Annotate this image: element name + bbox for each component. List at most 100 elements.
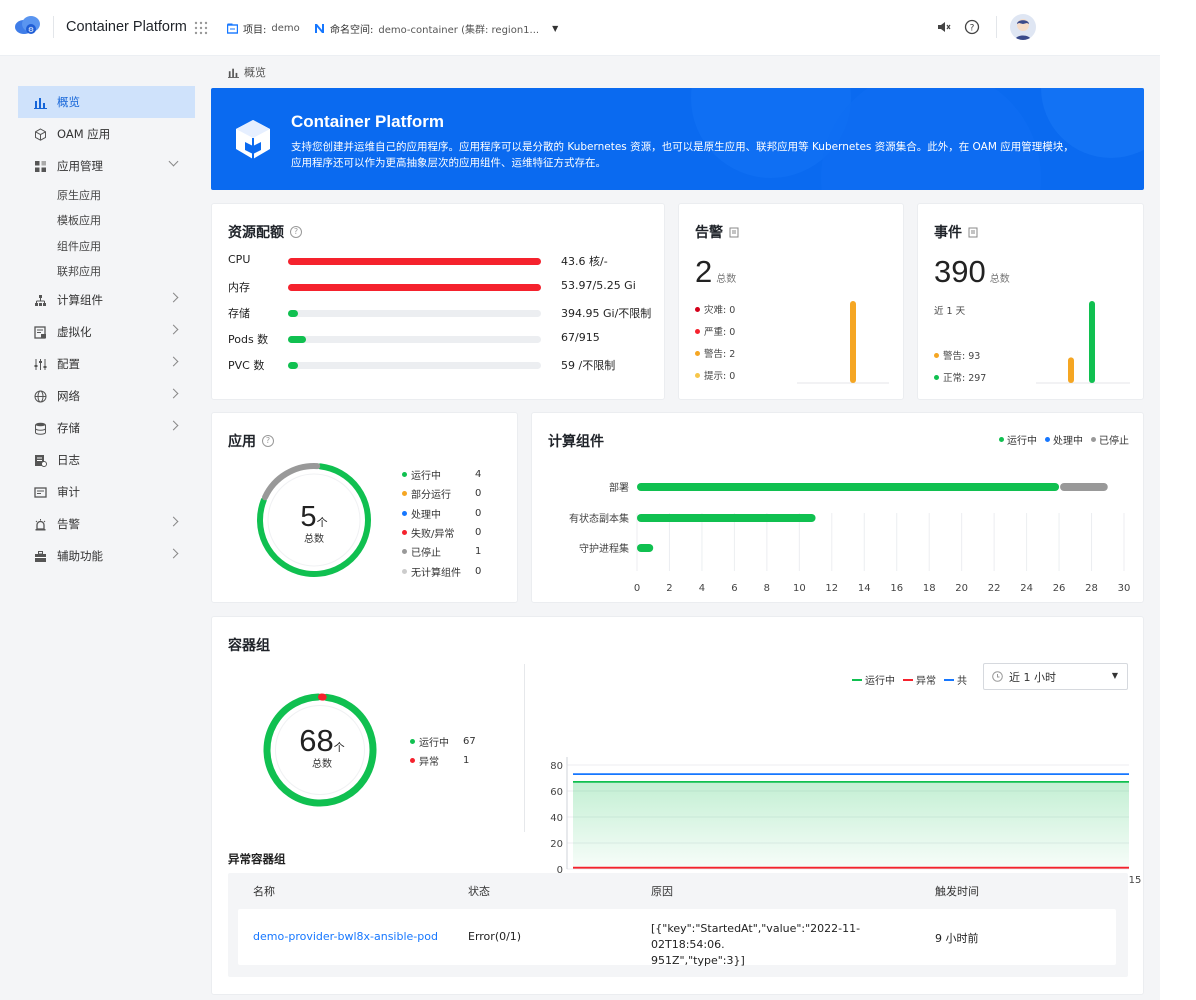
category-label: 守护进程集: [579, 542, 629, 555]
sidebar-subitem-native[interactable]: 原生应用: [57, 188, 101, 202]
svg-text:⚙: ⚙: [28, 26, 34, 34]
app-status-label: 失败/异常: [411, 528, 455, 540]
log-icon: [35, 454, 47, 467]
app-total-label: 总数: [304, 534, 324, 545]
table-header-cell: 原因: [651, 885, 673, 898]
sidebar-item-storage[interactable]: 存储: [18, 412, 195, 444]
sidebar-subitem-component[interactable]: 组件应用: [57, 239, 101, 253]
external-link-icon[interactable]: [729, 227, 740, 238]
x-tick-label: 20: [955, 583, 968, 594]
chevron-right-icon: [168, 548, 179, 559]
sidebar-item-label: 应用管理: [57, 159, 103, 173]
sidebar-item-auxiliary[interactable]: 辅助功能: [18, 540, 195, 572]
app-total-unit: 个: [316, 516, 328, 529]
pod-total-unit: 个: [333, 741, 345, 754]
pod-status: Error(0/1): [468, 930, 522, 943]
event-total: 390 总数: [934, 254, 1010, 290]
event-type-item: 正常: 297: [934, 370, 986, 384]
quota-bar-track: [288, 310, 541, 317]
sidebar-item-compute[interactable]: 计算组件: [18, 284, 195, 316]
donut-segment: [263, 693, 377, 807]
compute-card: 计算组件 运行中 处理中 已停止 0 2 4 6 8 10 12 14 16 18 20 22 24 26 28…: [531, 412, 1144, 603]
chevron-right-icon: [168, 324, 179, 335]
event-type-label: 警告: 93: [943, 351, 981, 362]
sidebar-item-audit[interactable]: 审计: [18, 476, 195, 508]
avatar[interactable]: [1010, 14, 1036, 40]
status-dot: [402, 529, 407, 535]
alarm-level-label: 警告: 2: [704, 349, 736, 360]
quota-bar-fill: [288, 258, 541, 265]
app-status-item: 运行中 4: [402, 467, 492, 482]
sidebar-item-config[interactable]: 配置: [18, 348, 195, 380]
status-dot: [934, 352, 939, 358]
x-tick-label: 0: [634, 583, 640, 594]
table-header: 名称 状态 原因 触发时间: [228, 873, 1128, 907]
quota-label: 内存: [228, 281, 250, 294]
compute-legend-item: 已停止: [1091, 432, 1129, 447]
app-status-item: 处理中 0: [402, 506, 492, 521]
cloud-logo[interactable]: ⚙: [14, 14, 42, 38]
compute-legend-label: 已停止: [1099, 436, 1129, 447]
alarm-level-label: 灾难: 0: [704, 305, 736, 316]
quota-bar-fill: [288, 336, 307, 343]
compute-title: 计算组件: [548, 431, 604, 451]
namespace-value: demo-container (集群: region1...: [378, 25, 540, 36]
namespace-selector[interactable]: 命名空间: demo-container (集群: region1... ▼: [314, 21, 558, 36]
sidebar-item-oam[interactable]: OAM 应用: [18, 118, 195, 150]
question-icon[interactable]: ?: [262, 435, 274, 447]
compute-bar: [637, 514, 816, 522]
sidebar-item-app-management[interactable]: 应用管理: [18, 150, 195, 182]
mute-icon[interactable]: [936, 19, 952, 35]
y-tick-label: 80: [550, 761, 563, 772]
pod-donut-chart: [263, 693, 377, 807]
x-tick-label: 16: [890, 583, 903, 594]
app-status-label: 已停止: [411, 548, 441, 560]
category-label: 有状态副本集: [569, 512, 629, 525]
card-title[interactable]: 应用: [228, 434, 256, 450]
help-icon[interactable]: ?: [964, 19, 980, 35]
event-total-value: 390: [934, 254, 986, 289]
sidebar-item-label: 概览: [57, 95, 80, 109]
app-status-count: 0: [475, 565, 482, 577]
sidebar-item-alarm[interactable]: 告警: [18, 508, 195, 540]
alarm-total-label: 总数: [716, 274, 737, 285]
legend-swatch: [944, 678, 954, 681]
top-bar: ⚙ Container Platform 项目: demo 命名空间: demo…: [0, 0, 1160, 56]
x-tick-label: 10: [793, 583, 806, 594]
donut-segment: [262, 463, 321, 501]
pod-name-link[interactable]: demo-provider-bwl8x-ansible-pod: [253, 930, 438, 943]
card-title: 容器组: [228, 638, 270, 654]
card-title[interactable]: 告警: [695, 225, 723, 241]
card-title[interactable]: 事件: [934, 225, 962, 241]
event-total-label: 总数: [989, 274, 1010, 285]
chevron-right-icon: [168, 292, 179, 303]
sidebar-item-overview[interactable]: 概览: [18, 86, 195, 118]
namespace-label: 命名空间:: [330, 25, 374, 36]
quota-row: PVC 数 59 /不限制: [228, 357, 668, 373]
question-icon[interactable]: ?: [290, 226, 302, 238]
x-tick-label: 22: [988, 583, 1001, 594]
y-tick-label: 60: [550, 787, 563, 798]
sidebar-subitem-template[interactable]: 模板应用: [57, 214, 101, 228]
breadcrumb: 概览: [228, 64, 266, 80]
status-dot: [1045, 437, 1050, 442]
app-status-count: 0: [475, 488, 482, 500]
sidebar-item-network[interactable]: 网络: [18, 380, 195, 412]
quota-bar-track: [288, 362, 541, 369]
line-legend-item: 共: [944, 672, 967, 687]
sidebar-item-virtualization[interactable]: 虚拟化: [18, 316, 195, 348]
pod-status-label: 异常: [419, 757, 439, 768]
grid-icon[interactable]: [194, 21, 208, 35]
sliders-icon: [34, 358, 47, 370]
table-header-cell: 状态: [468, 885, 490, 898]
project-selector[interactable]: 项目: demo: [227, 21, 300, 36]
sidebar-item-logs[interactable]: 日志: [18, 444, 195, 476]
donut-segment: [257, 463, 371, 577]
status-dot: [402, 549, 407, 555]
time-range-value: 近 1 小时: [1009, 670, 1056, 684]
line-legend-item: 运行中: [852, 672, 895, 687]
audit-icon: [34, 486, 47, 498]
external-link-icon[interactable]: [968, 227, 979, 238]
sidebar-subitem-federation[interactable]: 联邦应用: [57, 265, 101, 279]
time-range-select[interactable]: 近 1 小时 ▼: [983, 663, 1128, 690]
